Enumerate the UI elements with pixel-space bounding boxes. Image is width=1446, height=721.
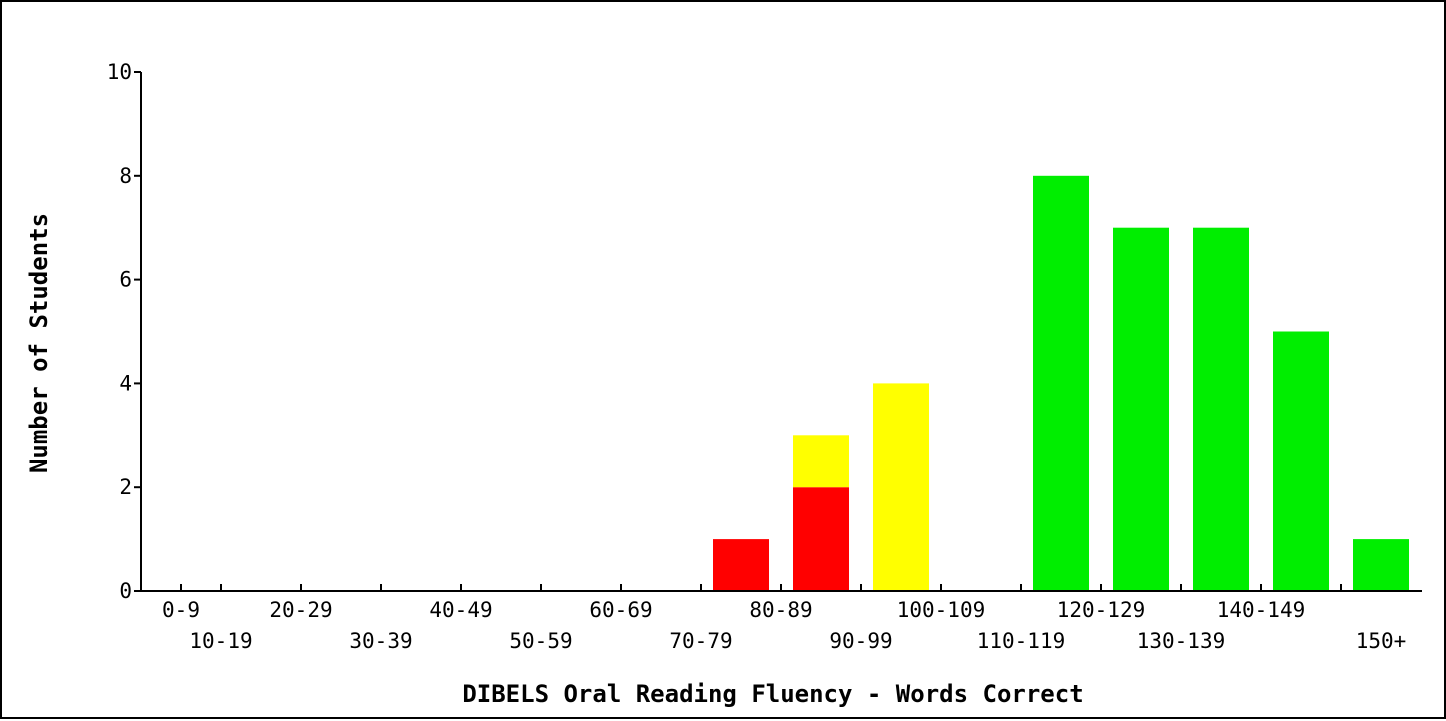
x-tick-label: 0-9 xyxy=(162,598,200,622)
x-tick-label: 120-129 xyxy=(1057,598,1146,622)
bar-90-99-series-1 xyxy=(873,383,929,591)
bar-120-129-series-2 xyxy=(1113,227,1169,591)
x-tick-label: 30-39 xyxy=(349,629,412,653)
x-tick-label: 70-79 xyxy=(669,629,732,653)
y-tick-label: 4 xyxy=(119,371,132,395)
bar-80-89-series-1 xyxy=(793,435,849,488)
y-tick-label: 0 xyxy=(119,579,132,603)
x-tick-label: 110-119 xyxy=(977,629,1066,653)
y-ticks: 0 2 4 6 8 10 xyxy=(107,60,141,603)
bars-layer xyxy=(713,175,1409,592)
bar-80-89-series-0 xyxy=(793,487,849,591)
y-axis-title: Number of Students xyxy=(25,213,53,473)
x-tick-label: 100-109 xyxy=(897,598,986,622)
bar-150+-series-2 xyxy=(1353,539,1409,591)
x-tick-label: 130-139 xyxy=(1137,629,1226,653)
y-tick-label: 6 xyxy=(119,268,132,292)
x-tick-label: 40-49 xyxy=(429,598,492,622)
x-tick-label: 60-69 xyxy=(589,598,652,622)
x-tick-label: 140-149 xyxy=(1217,598,1306,622)
y-tick-label: 2 xyxy=(119,475,132,499)
x-tick-label: 90-99 xyxy=(829,629,892,653)
y-tick-label: 10 xyxy=(107,60,132,84)
x-axis-title: DIBELS Oral Reading Fluency - Words Corr… xyxy=(462,680,1083,708)
bar-140-149-series-2 xyxy=(1273,331,1329,591)
x-tick-label: 20-29 xyxy=(269,598,332,622)
bar-110-119-series-2 xyxy=(1033,175,1089,592)
x-tick-label: 80-89 xyxy=(749,598,812,622)
x-tick-label: 10-19 xyxy=(189,629,252,653)
bar-70-79-series-0 xyxy=(713,539,769,591)
y-tick-label: 8 xyxy=(119,164,132,188)
bar-130-139-series-2 xyxy=(1193,227,1249,591)
x-tick-label: 50-59 xyxy=(509,629,572,653)
x-ticks: 0-9 10-19 20-29 30-39 40-49 50-59 60-69 70-79 80… xyxy=(162,584,1406,653)
x-tick-label: 150+ xyxy=(1356,629,1407,653)
